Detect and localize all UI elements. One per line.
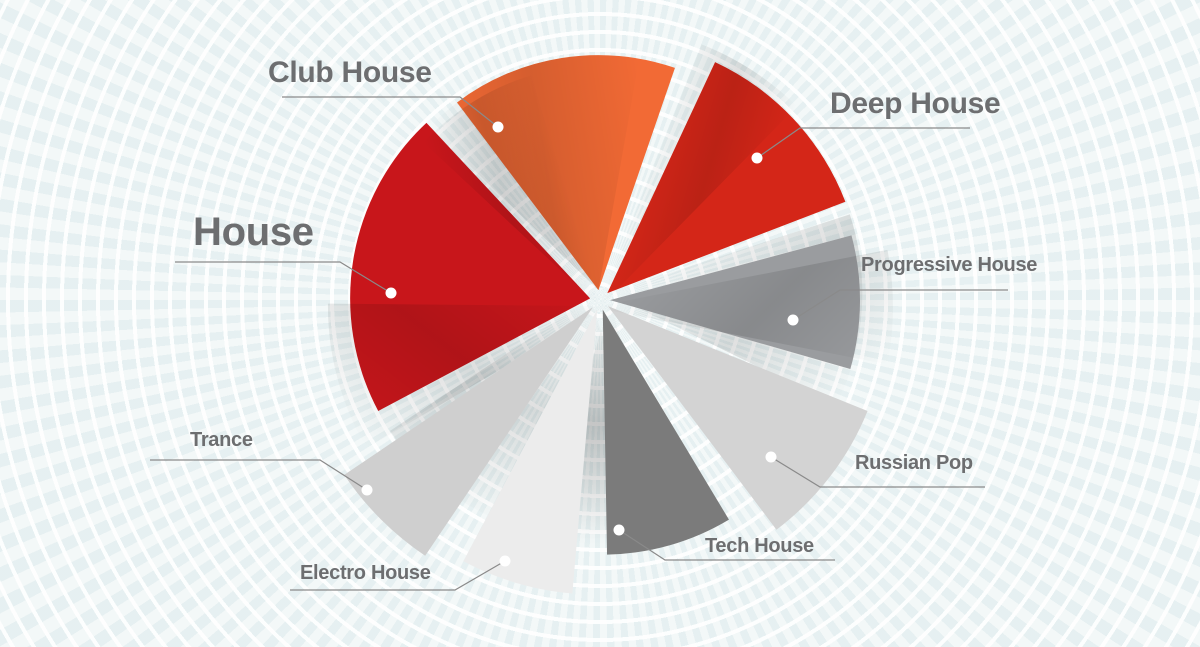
- leader-line: [282, 96, 499, 128]
- label-dot: [751, 152, 763, 164]
- leader-line: [290, 560, 506, 591]
- slice-texture: [597, 44, 797, 310]
- leader-line: [618, 529, 835, 561]
- label-deep-house: Deep House: [830, 87, 1001, 120]
- label-dot: [361, 484, 373, 496]
- leader-line: [150, 459, 368, 491]
- leader-line: [175, 261, 392, 294]
- label-dot: [385, 287, 397, 299]
- label-tech-house: Tech House: [705, 535, 814, 557]
- leader-line: [756, 127, 970, 159]
- label-house: House: [193, 210, 314, 254]
- label-club-house: Club House: [268, 56, 432, 89]
- pie-slice-tech-house: [602, 309, 729, 555]
- label-dot: [787, 314, 799, 326]
- slice-texture: [592, 249, 893, 365]
- label-dot: [499, 555, 511, 567]
- label-trance: Trance: [190, 429, 253, 451]
- pie-slice-electro-house: [463, 309, 598, 594]
- label-russian-pop: Russian Pop: [855, 452, 973, 474]
- slice-texture: [423, 75, 603, 310]
- pie-slice-russian-pop: [607, 306, 868, 530]
- label-progressive-house: Progressive House: [861, 254, 1038, 276]
- label-dot: [613, 524, 625, 536]
- label-dot: [492, 121, 504, 133]
- label-dot: [765, 451, 777, 463]
- pie-slice-trance: [344, 307, 593, 556]
- label-electro-house: Electro House: [300, 562, 431, 584]
- slice-texture: [327, 303, 608, 449]
- leader-line: [770, 456, 985, 488]
- leader-line: [792, 289, 1008, 321]
